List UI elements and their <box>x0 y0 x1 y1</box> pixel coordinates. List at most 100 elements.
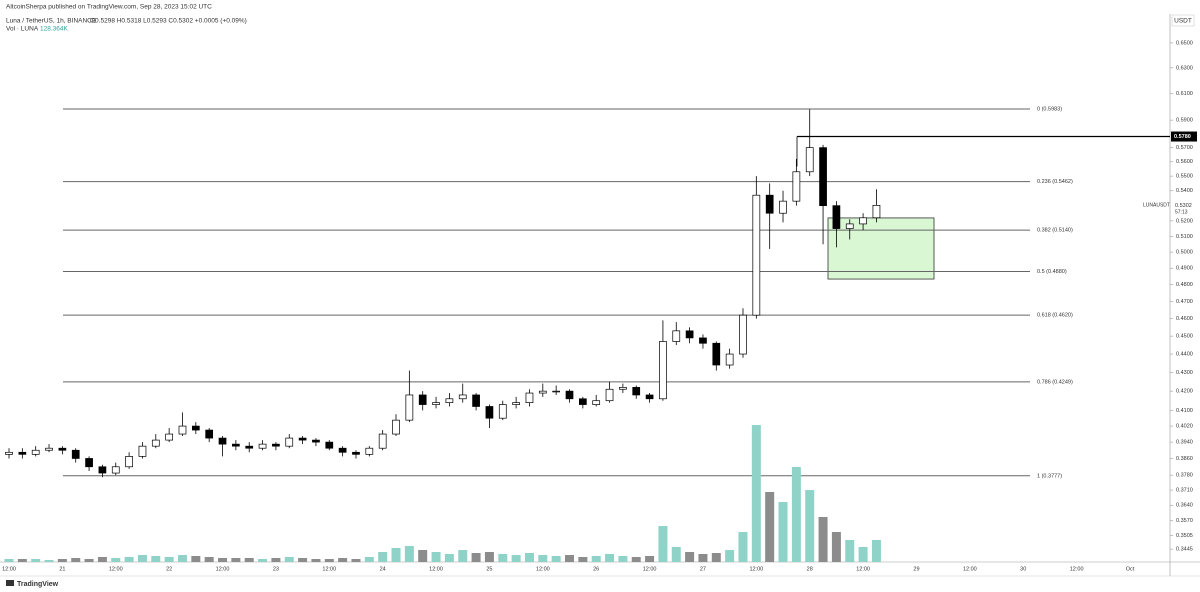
volume-bar <box>578 556 588 562</box>
volume-bar <box>391 547 401 562</box>
candle-body <box>138 445 147 457</box>
candle-body <box>258 443 267 449</box>
candle-body <box>498 404 507 419</box>
volume-bar <box>471 553 481 562</box>
candle-body <box>378 433 387 449</box>
volume-bar <box>671 547 681 562</box>
volume-bar <box>351 559 361 562</box>
y-tick-label: 0.3445 <box>1176 547 1193 553</box>
volume-bar <box>698 553 708 562</box>
x-tick-label: 30 <box>1020 566 1026 572</box>
candle-body <box>525 392 534 403</box>
candle-body <box>685 330 694 339</box>
y-tick-label: 0.5900 <box>1176 118 1193 124</box>
candle-body <box>712 342 721 366</box>
logo-icon <box>6 580 14 586</box>
candle-body <box>832 205 841 229</box>
candle-body <box>338 447 347 453</box>
volume-bar <box>431 552 441 562</box>
candle-body <box>645 394 654 400</box>
volume-bar <box>845 539 855 562</box>
y-tick-label: 0.4300 <box>1176 370 1193 376</box>
candle-body <box>45 447 53 451</box>
volume-bar <box>191 556 201 562</box>
x-tick-label: 12:00 <box>2 566 16 572</box>
volume-bar <box>524 553 534 562</box>
x-tick-label: 12:00 <box>749 566 763 572</box>
last-price: 0.5302 <box>1175 203 1192 209</box>
volume-bar <box>71 558 81 562</box>
x-tick-label: Oct <box>1126 566 1135 572</box>
volume-bar <box>97 556 107 562</box>
candle-body <box>805 147 814 173</box>
fib-label: 1 (0.3777) <box>1037 473 1062 479</box>
volume-bar <box>818 516 828 562</box>
y-tick-label: 0.5700 <box>1176 145 1193 151</box>
volume-bar <box>778 502 788 562</box>
x-tick-label: 12:00 <box>429 566 443 572</box>
volume-bar <box>57 559 67 562</box>
x-tick-label: 29 <box>913 566 919 572</box>
volume-bar <box>591 556 601 562</box>
candle-body <box>792 171 801 202</box>
volume-bar <box>311 559 321 562</box>
y-tick-label: 0.3940 <box>1176 440 1193 446</box>
volume-bar <box>711 553 721 562</box>
volume-bar <box>751 425 761 562</box>
volume-bar <box>111 558 121 562</box>
y-tick-label: 0.4020 <box>1176 424 1193 430</box>
x-tick-label: 28 <box>807 566 813 572</box>
volume-bar <box>151 556 161 562</box>
volume-label: Vol · LUNA <box>6 26 39 33</box>
candle-body <box>859 217 867 225</box>
volume-bar <box>418 550 428 562</box>
candle-body <box>592 400 601 405</box>
y-tick-label: 0.5100 <box>1176 234 1193 240</box>
candle-body <box>165 433 173 441</box>
x-tick-label: 12:00 <box>643 566 657 572</box>
volume-bar <box>31 559 41 562</box>
candle-body <box>699 337 707 344</box>
x-tick-label: 12:00 <box>109 566 123 572</box>
candle-body <box>619 387 627 390</box>
ohlc: O0.5298 H0.5318 L0.5293 C0.5302 +0.0005 … <box>90 18 247 25</box>
candle-body <box>285 437 294 447</box>
volume-bar <box>765 491 775 562</box>
candle-body <box>365 447 374 455</box>
candle-body <box>18 451 27 455</box>
volume-bar <box>218 558 228 562</box>
candle-body <box>845 223 854 229</box>
volume-bar <box>498 553 508 562</box>
volume-bar <box>271 558 281 562</box>
volume-bar <box>298 558 308 562</box>
candle-body <box>325 441 334 449</box>
x-tick-label: 21 <box>59 566 65 572</box>
volume-bar <box>738 532 748 562</box>
candle-body <box>205 429 214 439</box>
candle-body <box>58 447 67 451</box>
volume-bar <box>204 556 214 562</box>
candle-body <box>85 458 93 468</box>
y-tick-label: 0.4500 <box>1176 334 1193 340</box>
candle-body <box>472 394 480 407</box>
candle-body <box>739 314 747 355</box>
volume-bar <box>364 556 374 562</box>
price-line-tag <box>1171 131 1197 142</box>
volume-bar <box>404 545 414 562</box>
candle-body <box>31 449 40 455</box>
candle-body <box>578 398 587 405</box>
volume-bar <box>164 556 174 562</box>
candle-body <box>872 205 881 219</box>
candle-body <box>432 402 440 405</box>
currency: USDT <box>1174 18 1192 25</box>
logo: TradingView <box>6 580 59 588</box>
candle-body <box>779 200 787 214</box>
x-tick-label: 22 <box>166 566 172 572</box>
candle-body <box>218 437 227 445</box>
candle-body <box>245 445 254 449</box>
y-tick-label: 0.3860 <box>1176 456 1193 462</box>
fib-label: 0.236 (0.5462) <box>1037 179 1073 185</box>
currency-box <box>1171 14 1195 27</box>
volume-bar <box>631 556 641 562</box>
